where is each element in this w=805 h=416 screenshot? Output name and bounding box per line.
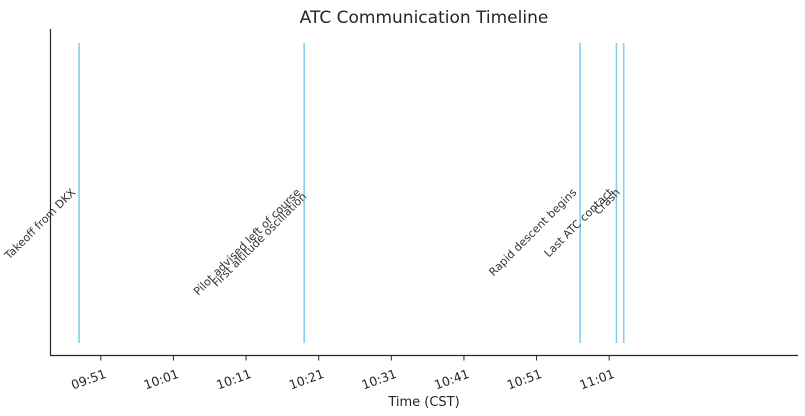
x-tick-label: 11:01	[577, 366, 616, 392]
x-tick-label: 10:21	[287, 366, 326, 392]
event-markers: Takeoff from DKX Pilot advised left of co…	[1, 43, 625, 343]
chart-title: ATC Communication Timeline	[300, 8, 549, 28]
x-tick-label: 10:41	[432, 366, 471, 392]
event-label: First altitude oscillation	[210, 190, 310, 290]
x-tick-label: 09:51	[69, 366, 108, 392]
x-tick-label: 10:31	[360, 366, 399, 392]
x-tick-label: 10:11	[214, 366, 253, 392]
x-axis-label: Time (CST)	[387, 395, 459, 410]
x-axis-ticks: 09:51 10:01 10:11 10:21 10:31 10:41 10:51 11:01	[69, 355, 616, 392]
x-tick-label: 10:01	[142, 366, 181, 392]
x-tick-label: 10:51	[505, 366, 544, 392]
event-label: Takeoff from DKX	[1, 186, 78, 263]
